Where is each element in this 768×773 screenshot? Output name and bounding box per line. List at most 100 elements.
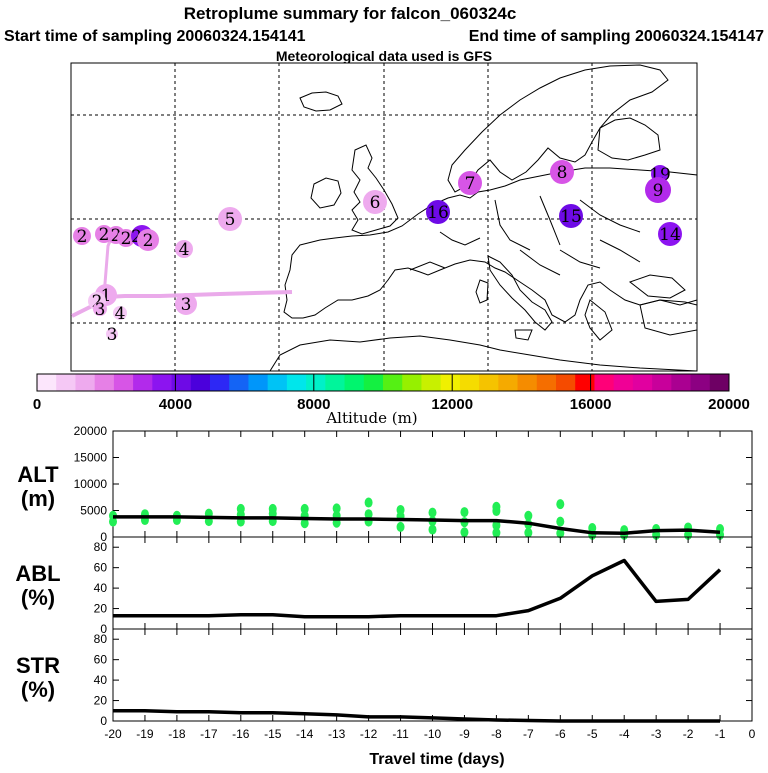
y-tick-label: 0 xyxy=(100,530,107,544)
coastline-europe xyxy=(283,167,698,323)
colorbar-swatch xyxy=(632,374,653,391)
altitude-scatter-point xyxy=(524,510,533,521)
map-gridlines xyxy=(71,63,697,371)
plume-marker xyxy=(218,207,242,231)
coastlines xyxy=(269,64,698,372)
x-axis-title: Travel time (days) xyxy=(369,751,504,768)
colorbar-swatch xyxy=(421,374,442,391)
plume-marker xyxy=(106,328,118,340)
colorbar-tick-label: 20000 xyxy=(708,396,750,413)
plume-marker-label: 2 xyxy=(121,229,132,249)
x-tick-label: -14 xyxy=(296,727,314,741)
colorbar-swatch xyxy=(517,374,538,391)
colorbar-swatch xyxy=(286,374,307,391)
colorbar-swatch xyxy=(459,374,480,391)
plume-marker xyxy=(363,190,387,214)
colorbar-swatch xyxy=(498,374,519,391)
panel-ylabel-unit: (%) xyxy=(21,585,55,610)
plume-marker-label: 9 xyxy=(653,181,664,201)
plume-marker-label: 2 xyxy=(111,226,122,246)
x-tick-label: -17 xyxy=(200,727,218,741)
plume-marker-label: 7 xyxy=(465,174,476,194)
y-tick-label: 40 xyxy=(94,581,108,595)
figure-title: Retroplume summary for falcon_060324c xyxy=(184,4,517,23)
y-tick-label: 10000 xyxy=(74,477,108,491)
altitude-scatter-point xyxy=(492,501,501,512)
panel-ylabel: ALT xyxy=(17,462,59,487)
panel-ylabel: ABL xyxy=(15,561,60,586)
colorbar-swatch xyxy=(556,374,576,391)
altitude-scatter-point xyxy=(588,522,597,533)
start-time-label: Start time of sampling 20060324.154141 xyxy=(4,28,306,45)
abl-panel: 0 20 40 60 80 ABL(%) xyxy=(15,536,753,636)
plume-marker-label: 8 xyxy=(557,163,568,183)
plume-marker-label: 4 xyxy=(179,240,190,260)
colorbar-swatch xyxy=(671,374,692,391)
colorbar-swatch xyxy=(306,374,326,391)
colorbar-swatch xyxy=(690,374,711,391)
y-tick-label: 40 xyxy=(94,673,108,687)
colorbar-swatch xyxy=(75,374,96,391)
plume-marker-label: 2 xyxy=(92,292,103,312)
x-tick-label: -16 xyxy=(232,727,250,741)
y-tick-label: 0 xyxy=(100,714,107,728)
plume-marker-label: 3 xyxy=(107,325,118,345)
colorbar-swatch xyxy=(536,374,557,391)
colorbar-swatch xyxy=(94,374,115,391)
altitude-scatter-point xyxy=(492,527,501,538)
plume-marker-label: 16 xyxy=(427,203,449,223)
x-tick-label: -18 xyxy=(168,727,186,741)
coastline-black-sea xyxy=(628,274,686,299)
plume-marker-label: 6 xyxy=(370,193,381,213)
series-line xyxy=(113,558,722,619)
x-tick-label: -7 xyxy=(523,727,534,741)
coastline-turkey xyxy=(639,299,698,336)
x-tick-label: -4 xyxy=(619,727,630,741)
plume-marker-label: 2 xyxy=(143,231,154,251)
colorbar-swatch xyxy=(575,374,595,391)
altitude-scatter-point xyxy=(396,504,405,515)
plume-marker xyxy=(426,200,450,224)
altitude-scatter-point xyxy=(364,509,373,520)
coastline-ireland xyxy=(310,177,342,209)
y-tick-label: 20 xyxy=(94,602,108,616)
plume-marker xyxy=(458,171,482,195)
plume-marker-label: 3 xyxy=(181,295,192,315)
colorbar-swatch xyxy=(363,374,384,391)
plume-marker-label: 4 xyxy=(115,304,126,324)
plume-marker-label: 2 xyxy=(99,225,110,245)
plume-marker xyxy=(113,306,127,320)
coastline-iceland xyxy=(299,91,343,112)
met-data-label: Meteorological data used is GFS xyxy=(276,48,492,64)
coastline-scandinavia xyxy=(447,64,669,193)
map-frame xyxy=(70,62,698,372)
altitude-scatter-point xyxy=(556,499,565,510)
altitude-scatter-point xyxy=(300,518,309,529)
panel-ylabel-unit: (%) xyxy=(21,677,55,702)
colorbar-swatch xyxy=(113,374,134,391)
colorbar-tick-label: 4000 xyxy=(159,396,192,413)
colorbar-swatch xyxy=(229,374,249,391)
colorbar-swatch xyxy=(402,374,422,391)
colorbar-swatch xyxy=(56,374,76,391)
x-tick-label: -20 xyxy=(104,727,122,741)
plume-marker xyxy=(175,240,193,258)
colorbar-swatch xyxy=(613,374,634,391)
altitude-scatter-point xyxy=(524,527,533,538)
coastline-greece xyxy=(584,299,613,341)
colorbar-swatch xyxy=(440,374,461,391)
plume-marker-label: 5 xyxy=(225,210,236,230)
x-tick-label: 0 xyxy=(749,727,756,741)
colorbar-swatch xyxy=(133,374,153,391)
panel-ylabel: STR xyxy=(16,653,60,678)
colorbar-swatch xyxy=(267,374,288,391)
altitude-scatter-point xyxy=(556,516,565,527)
y-tick-label: 20000 xyxy=(74,424,108,438)
series-line xyxy=(113,709,720,723)
altitude-scatter-point xyxy=(460,527,469,538)
y-tick-label: 60 xyxy=(94,561,108,575)
altitude-scatter-point xyxy=(492,520,501,531)
y-tick-label: 15000 xyxy=(74,451,108,465)
plume-map: 222220245678161991514123433 xyxy=(70,62,698,372)
